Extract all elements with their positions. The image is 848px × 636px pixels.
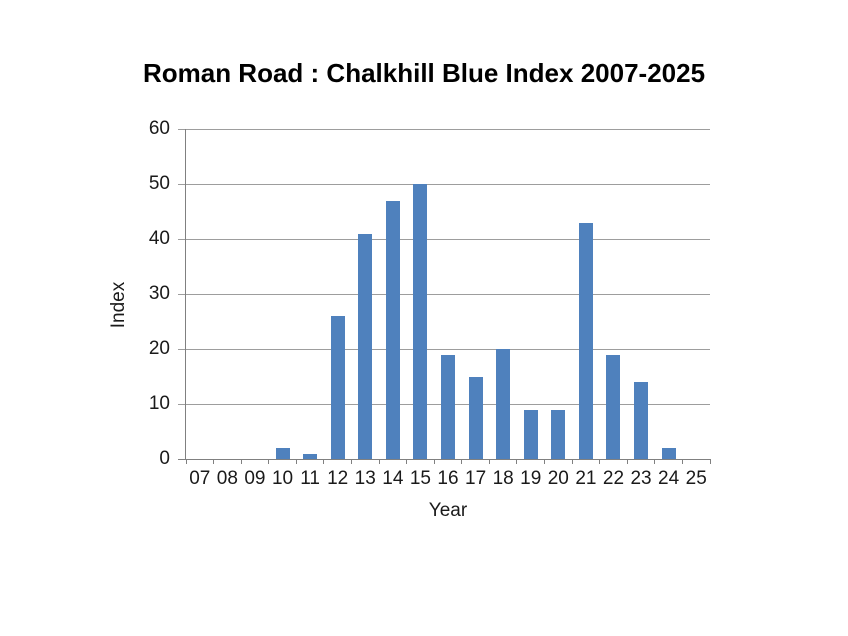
x-tick-9 [433,459,435,464]
bar-13 [358,233,373,459]
x-tick-label-21: 21 [575,468,597,489]
chart-title: Roman Road : Chalkhill Blue Index 2007-2… [142,58,706,88]
x-tick-7 [378,459,380,464]
x-tick-18 [681,459,683,464]
x-tick-label-15: 15 [409,468,431,489]
x-axis-line [178,459,710,460]
y-tick-label-50: 50 [148,173,170,194]
bar-23 [634,382,649,459]
y-tick-label-20: 20 [148,338,170,359]
gridline-y-50 [178,183,710,185]
x-tick-label-20: 20 [547,468,569,489]
x-tick-label-09: 09 [244,468,266,489]
x-tick-label-13: 13 [354,468,376,489]
y-axis-line [185,129,186,459]
y-tick-label-60: 60 [148,118,170,139]
gridline-y-40 [178,238,710,240]
x-tick-label-08: 08 [216,468,238,489]
x-tick-16 [626,459,628,464]
x-tick-15 [599,459,601,464]
x-tick-label-14: 14 [382,468,404,489]
plot-area: 0 10 20 30 40 50 60 07 08 09 10 11 12 13 14 15 16 17 18 19… [149,118,711,489]
y-axis-title: Index [108,281,130,329]
x-tick-0 [185,459,187,464]
x-tick-2 [240,459,242,464]
x-tick-label-16: 16 [437,468,459,489]
bar-20 [551,409,566,459]
x-tick-1 [213,459,215,464]
y-tick-label-30: 30 [148,283,170,304]
gridline-y-60 [178,128,710,130]
x-tick-17 [654,459,656,464]
bar-16 [441,354,455,459]
x-tick-19 [709,459,711,464]
bar-15 [413,184,428,459]
y-tick-label-10: 10 [148,393,170,414]
x-tick-label-19: 19 [520,468,542,489]
x-tick-10 [461,459,463,464]
bar-22 [606,354,621,459]
x-tick-13 [544,459,546,464]
x-tick-label-24: 24 [658,468,680,489]
bar-17 [468,376,483,459]
x-tick-label-22: 22 [602,468,625,489]
y-tick-label-40: 40 [148,228,170,249]
gridline-y-20 [178,348,710,350]
bar-12 [330,316,345,459]
x-tick-label-17: 17 [465,468,487,489]
x-tick-label-18: 18 [492,468,514,489]
bar-18 [496,349,511,459]
x-tick-4 [295,459,297,464]
x-tick-label-10: 10 [271,468,294,489]
bar-11 [303,453,318,459]
bar-14 [385,200,400,459]
x-tick-12 [516,459,518,464]
x-tick-label-23: 23 [630,468,652,489]
bar-24 [661,448,676,459]
x-tick-6 [350,459,352,464]
bar-10 [275,448,290,459]
x-tick-8 [406,459,408,464]
gridline-y-30 [178,293,710,295]
y-tick-label-0: 0 [159,448,170,469]
x-tick-label-11: 11 [300,468,320,489]
bar-19 [523,409,538,459]
x-axis-title: Year [428,500,468,521]
x-tick-5 [323,459,325,464]
x-tick-14 [571,459,573,464]
x-tick-label-25: 25 [685,468,707,489]
bar-21 [578,222,593,459]
x-tick-11 [488,459,490,464]
x-tick-label-12: 12 [327,468,349,489]
x-tick-3 [268,459,270,464]
x-tick-label-07: 07 [189,468,211,489]
